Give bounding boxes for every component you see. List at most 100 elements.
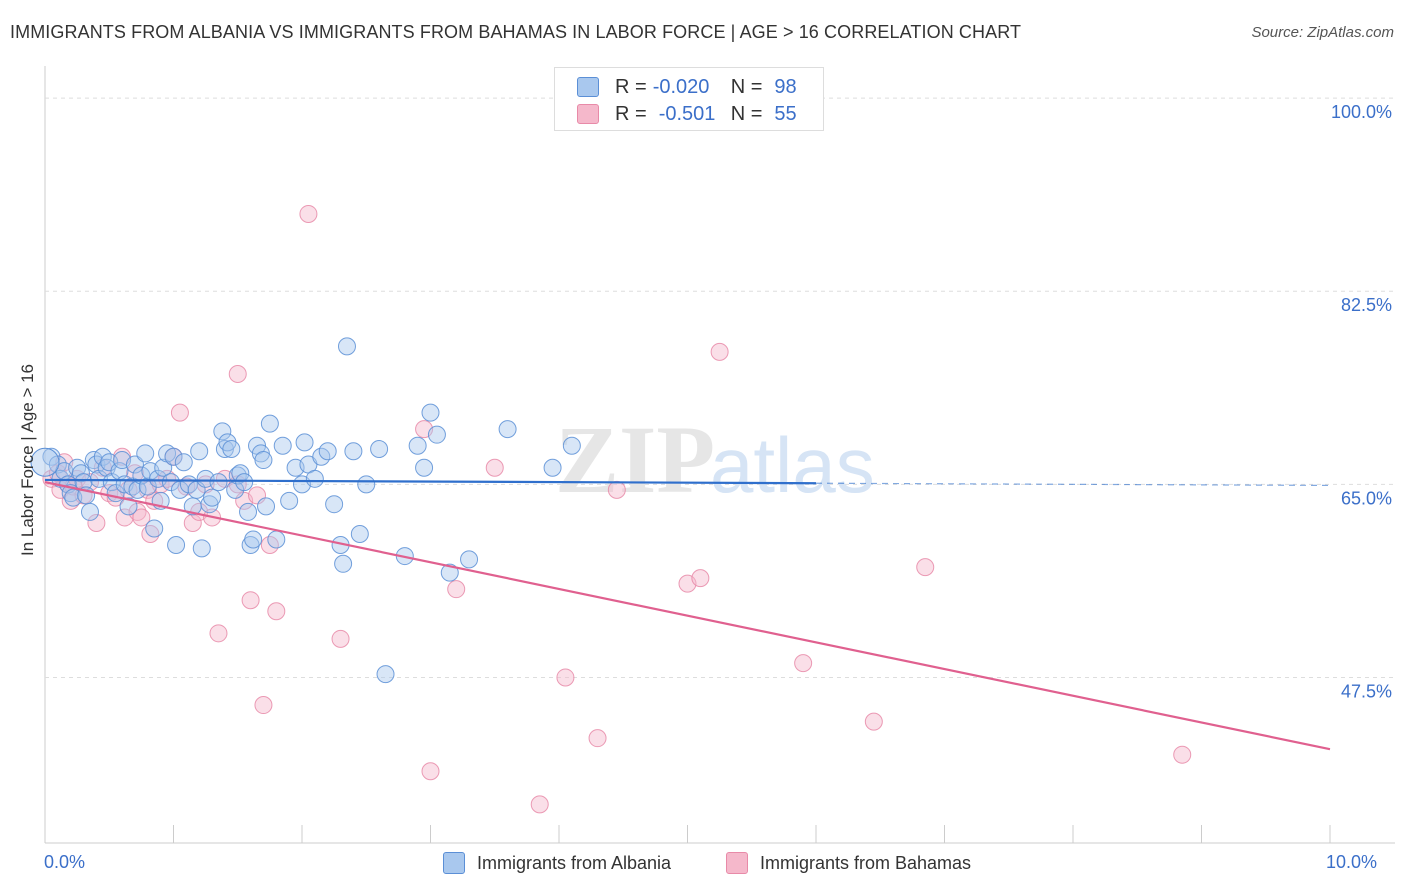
chart-title: IMMIGRANTS FROM ALBANIA VS IMMIGRANTS FR… <box>10 22 1022 42</box>
point-albania <box>305 469 324 488</box>
point-albania <box>138 477 157 496</box>
point-bahamas <box>241 591 260 610</box>
point-bahamas <box>209 624 228 643</box>
point-bahamas <box>485 458 504 477</box>
point-albania <box>295 433 314 452</box>
point-albania <box>427 425 446 444</box>
legend-row-albania: R = -0.020 N = 98 <box>577 74 797 100</box>
point-albania <box>344 442 363 461</box>
point-albania <box>273 436 292 455</box>
point-albania <box>440 563 459 582</box>
point-albania <box>154 458 173 477</box>
point-bahamas <box>331 629 350 648</box>
point-albania <box>174 453 193 472</box>
point-bahamas <box>864 712 883 731</box>
point-albania <box>164 447 183 466</box>
point-albania <box>213 422 232 441</box>
legend-label-albania: Immigrants from Albania <box>477 852 672 873</box>
point-albania <box>257 497 276 516</box>
correlation-legend: R = -0.020 N = 98 R = -0.501 N = 55 <box>554 67 824 131</box>
n-label: N = <box>730 102 763 125</box>
point-albania-large <box>30 447 60 477</box>
point-albania <box>192 539 211 558</box>
point-bahamas <box>421 762 440 781</box>
trend-lines <box>44 478 1331 751</box>
point-bahamas <box>267 602 286 621</box>
series-bahamas-points <box>42 204 1192 814</box>
point-albania <box>145 519 164 538</box>
point-albania <box>460 550 479 569</box>
point-albania <box>190 442 209 461</box>
n-label: N = <box>730 75 763 98</box>
y-axis-label: In Labor Force | Age > 16 <box>18 363 37 557</box>
point-albania <box>167 536 186 555</box>
trend-bahamas <box>44 481 1331 751</box>
point-albania <box>222 440 241 459</box>
albania-swatch <box>577 77 599 97</box>
y-tick-label: 82.5% <box>1341 295 1392 315</box>
point-albania <box>161 473 180 492</box>
bahamas-legend-swatch <box>726 852 748 874</box>
point-albania <box>125 455 144 474</box>
point-albania <box>421 403 440 422</box>
point-bahamas <box>710 342 729 361</box>
point-bahamas <box>556 668 575 687</box>
point-albania <box>408 436 427 455</box>
point-albania <box>119 497 138 516</box>
point-bahamas <box>794 654 813 673</box>
x-tick-min: 0.0% <box>44 852 86 872</box>
point-bahamas <box>916 558 935 577</box>
point-albania <box>267 530 286 549</box>
point-albania <box>235 473 254 492</box>
albania-legend-swatch <box>443 852 465 874</box>
point-albania <box>376 665 395 684</box>
point-albania <box>350 524 369 543</box>
point-albania <box>543 458 562 477</box>
point-albania <box>318 442 337 461</box>
point-albania <box>337 337 356 356</box>
y-tick-label: 47.5% <box>1341 681 1392 701</box>
r-label: R = <box>615 102 647 125</box>
point-albania <box>80 502 99 521</box>
point-albania <box>370 440 389 459</box>
point-albania <box>415 458 434 477</box>
point-bahamas <box>254 696 273 715</box>
watermark-atlas: atlas <box>710 421 875 509</box>
point-bahamas <box>447 580 466 599</box>
x-tick-max: 10.0% <box>1326 852 1378 872</box>
point-bahamas <box>299 204 318 223</box>
point-bahamas <box>170 403 189 422</box>
n-value-bahamas: 55 <box>774 102 797 125</box>
y-tick-labels: 47.5% 65.0% 82.5% 100.0% <box>1331 102 1392 701</box>
point-albania <box>209 473 228 492</box>
r-value-albania: -0.020 <box>652 75 710 98</box>
point-albania <box>498 420 517 439</box>
point-bahamas <box>588 729 607 748</box>
point-albania <box>203 488 222 507</box>
n-value-albania: 98 <box>774 75 797 98</box>
point-albania <box>244 530 263 549</box>
point-albania <box>280 491 299 510</box>
point-bahamas <box>530 795 549 814</box>
point-albania <box>325 495 344 514</box>
legend-row-bahamas: R = -0.501 N = 55 <box>577 101 797 127</box>
point-albania <box>136 444 155 463</box>
point-bahamas <box>691 569 710 588</box>
point-albania <box>562 436 581 455</box>
trend-albania-dashed <box>815 482 1331 487</box>
series-albania-points <box>30 337 581 684</box>
bahamas-swatch <box>577 104 599 124</box>
r-value-bahamas: -0.501 <box>658 102 716 125</box>
point-bahamas <box>132 508 151 527</box>
point-albania <box>254 451 273 470</box>
y-tick-label: 100.0% <box>1331 102 1392 122</box>
legend-item-bahamas[interactable]: Immigrants from Bahamas <box>726 852 971 874</box>
legend-item-albania[interactable]: Immigrants from Albania <box>443 852 671 874</box>
watermark: ZIP atlas <box>555 406 875 513</box>
point-bahamas <box>607 480 626 499</box>
point-albania <box>357 475 376 494</box>
point-albania <box>334 554 353 573</box>
r-label: R = <box>615 75 647 98</box>
chart-source: Source: ZipAtlas.com <box>1251 24 1394 41</box>
